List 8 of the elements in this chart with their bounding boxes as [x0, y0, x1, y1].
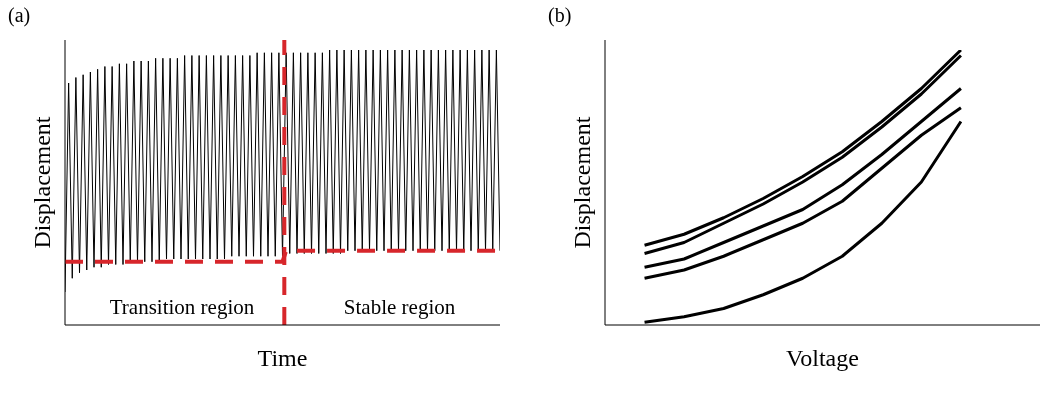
annotation: Transition region: [105, 295, 259, 320]
annotation: Stable region: [339, 295, 460, 320]
x-axis-title: Time: [257, 345, 308, 372]
x-axis-title: Voltage: [786, 345, 859, 372]
chart-title: (b): [548, 4, 572, 27]
chart-title: (a): [8, 4, 31, 27]
y-axis-title: Displacement: [28, 116, 55, 249]
y-axis-title: Displacement: [568, 116, 595, 249]
